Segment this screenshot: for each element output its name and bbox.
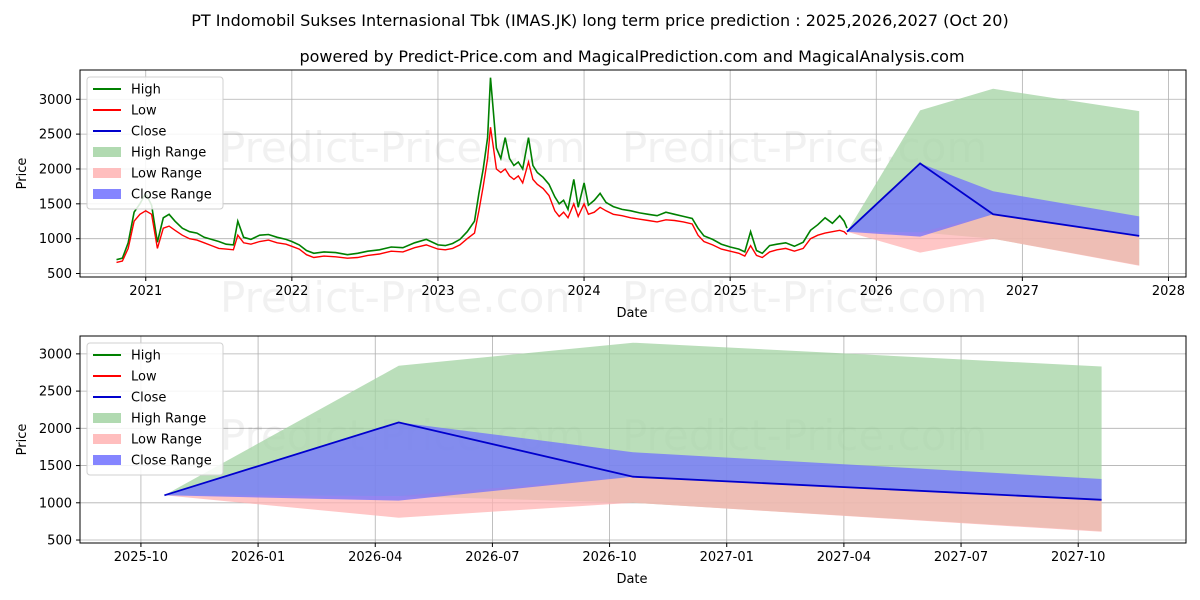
x-tick-label: 2027 [1006, 284, 1039, 299]
legend-label-high: High [131, 349, 161, 364]
plot-area [116, 77, 1140, 266]
low-series-line [116, 127, 848, 264]
x-tick-label: 2028 [1152, 284, 1185, 299]
y-axis-label: Price [15, 424, 30, 456]
x-tick-label: 2025-10 [114, 550, 168, 565]
legend-label-close-range: Close Range [131, 454, 212, 469]
chart-subtitle: powered by Predict-Price.com and Magical… [299, 47, 964, 66]
x-tick-label: 2022 [275, 284, 308, 299]
legend-label-close: Close [131, 125, 166, 140]
y-tick-label: 500 [47, 267, 72, 282]
close-series-line [164, 421, 1102, 501]
legend: High Low Close High Range Low Range Close Ran… [86, 76, 224, 210]
y-tick-label: 2500 [39, 385, 72, 400]
watermark-text: Predict-Price.com [622, 273, 987, 322]
close-range-band [164, 422, 1102, 501]
legend-label-high-range: High Range [131, 412, 206, 427]
legend-label-close-range: Close Range [131, 188, 212, 203]
x-tick-label: 2027-07 [934, 550, 988, 565]
legend-swatch-close-range [93, 189, 121, 199]
x-tick-label: 2026-04 [348, 550, 402, 565]
legend-label-high: High [131, 83, 161, 98]
x-tick-label: 2026-07 [465, 550, 519, 565]
y-tick-label: 1500 [39, 459, 72, 474]
legend-swatch-low-range [93, 434, 121, 444]
close-series-line [846, 162, 1140, 237]
plot-frame [79, 69, 1187, 278]
legend: High Low Close High Range Low Range Close Ran… [86, 342, 224, 476]
chart-title: PT Indomobil Sukses Internasional Tbk (I… [191, 11, 1008, 30]
x-tick-label: 2023 [421, 284, 454, 299]
panel-1: Predict-Price.com Predict-Price.comPredic… [15, 69, 1187, 322]
x-axis-label: Date [616, 572, 647, 587]
y-tick-label: 2000 [39, 422, 72, 437]
x-axis-label: Date [616, 306, 647, 321]
y-tick-label: 2000 [39, 162, 72, 177]
low-range-band [164, 476, 1102, 532]
legend-swatch-close-range [93, 455, 121, 465]
plot-frame [79, 335, 1187, 544]
legend-label-low: Low [131, 370, 157, 385]
x-tick-label: 2027-10 [1051, 550, 1105, 565]
x-tick-label: 2026 [860, 284, 893, 299]
panel-2: Predict-Price.comPredict-Price.com2025-1… [15, 335, 1187, 587]
x-tick-label: 2026-10 [582, 550, 636, 565]
y-tick-label: 2500 [39, 128, 72, 143]
high-series-line [116, 77, 848, 261]
y-tick-label: 500 [47, 534, 72, 549]
x-tick-label: 2026-01 [231, 550, 285, 565]
legend-swatch-low-range [93, 168, 121, 178]
y-tick-label: 1500 [39, 197, 72, 212]
plot-area [164, 342, 1102, 532]
x-tick-label: 2025 [714, 284, 747, 299]
low-range-band [847, 214, 1140, 266]
close-range-band [847, 163, 1140, 237]
y-tick-label: 1000 [39, 232, 72, 247]
y-tick-label: 3000 [39, 93, 72, 108]
y-tick-label: 1000 [39, 496, 72, 511]
legend-label-low-range: Low Range [131, 167, 202, 182]
legend-label-low: Low [131, 104, 157, 119]
y-axis-label: Price [15, 158, 30, 190]
watermark-text: Predict-Price.com [220, 273, 585, 322]
x-tick-label: 2027-01 [700, 550, 754, 565]
y-tick-label: 3000 [39, 347, 72, 362]
legend-swatch-high-range [93, 147, 121, 157]
legend-swatch-high-range [93, 413, 121, 423]
x-tick-label: 2021 [129, 284, 162, 299]
x-tick-label: 2024 [568, 284, 601, 299]
legend-label-low-range: Low Range [131, 433, 202, 448]
x-tick-label: 2027-04 [817, 550, 871, 565]
legend-label-high-range: High Range [131, 146, 206, 161]
legend-label-close: Close [131, 391, 166, 406]
